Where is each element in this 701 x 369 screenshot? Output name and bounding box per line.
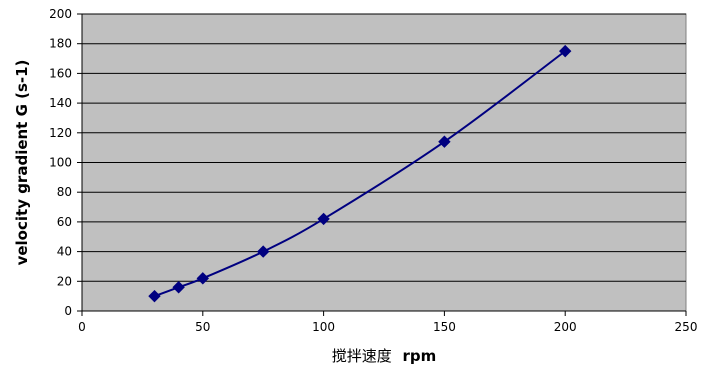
x-axis-title: 搅拌速度 rpm	[332, 347, 437, 365]
x-tick-label-0: 0	[78, 320, 86, 334]
y-tick-label-60: 60	[57, 215, 72, 229]
y-tick-label-200: 200	[49, 7, 72, 21]
y-axis-title: velocity gradient G (s-1)	[13, 60, 31, 266]
x-tick-label-200: 200	[554, 320, 577, 334]
grid-lines	[82, 13, 686, 282]
series-group	[148, 44, 572, 303]
y-tick-label-160: 160	[49, 66, 72, 80]
data-point-150	[438, 135, 451, 148]
x-tick-label-50: 50	[195, 320, 210, 334]
y-tick-label-20: 20	[57, 274, 72, 288]
data-point-75	[256, 245, 270, 258]
x-axis-title-cn: 搅拌速度	[332, 347, 392, 365]
x-axis-title-en: rpm	[403, 347, 437, 365]
tick-labels: 0 20 40 60 80 100 120 140 160 180 200 0 50 100 150 200 2…	[49, 7, 697, 334]
data-point-200	[558, 44, 572, 58]
data-point-100	[317, 212, 330, 226]
y-tick-label-40: 40	[57, 245, 72, 259]
y-tick-label-0: 0	[64, 304, 72, 318]
y-tick-label-180: 180	[49, 37, 72, 51]
axes	[77, 13, 687, 316]
data-point-50	[196, 272, 210, 285]
y-tick-label-140: 140	[49, 96, 72, 110]
data-point-40	[172, 281, 185, 294]
x-tick-label-150: 150	[433, 320, 456, 334]
y-tick-label-80: 80	[57, 185, 72, 199]
x-tick-label-250: 250	[675, 320, 698, 334]
y-tick-label-100: 100	[49, 156, 72, 170]
x-tick-label-100: 100	[312, 320, 335, 334]
data-point-30	[148, 289, 161, 303]
y-tick-label-120: 120	[49, 126, 72, 140]
